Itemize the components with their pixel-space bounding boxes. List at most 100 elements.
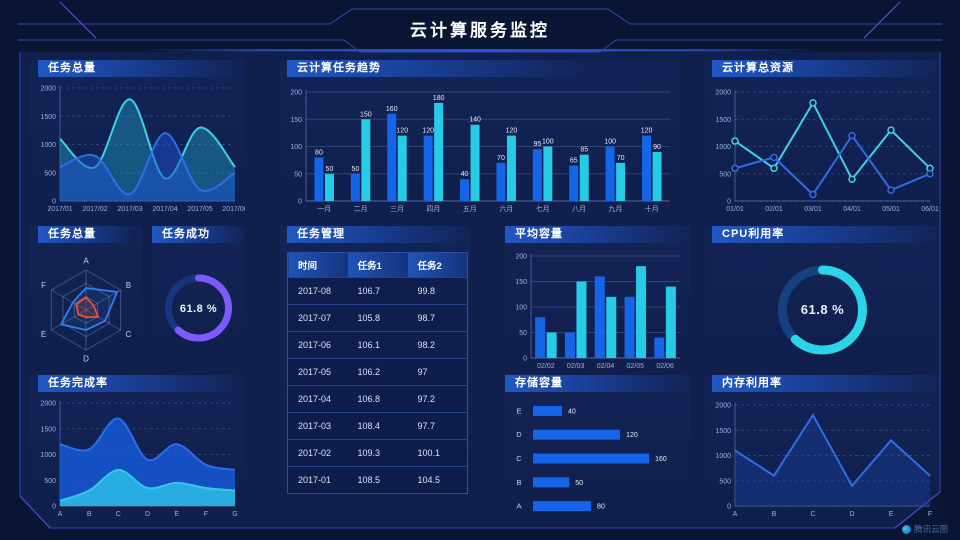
svg-text:1000: 1000 [40, 452, 56, 459]
panel-title: 云计算任务趋势 [287, 60, 587, 77]
panel-title: 任务管理 [287, 226, 467, 243]
svg-text:C: C [126, 330, 132, 339]
chart-canvas: 0 500 1000 1500 2000 A B C D E F [715, 403, 932, 519]
panel-task-total: 任务总量 0 500 1000 1500 2000 2017/01 2017/02 2017/… [30, 60, 248, 215]
chart-canvas: 0 500 1000 1500 2000 A B C D E F G [40, 401, 237, 519]
table-row: 2017-02 109.3 100.1 [287, 439, 468, 467]
svg-text:八月: 八月 [572, 205, 586, 213]
task-radar-chart: A B C D E F [30, 246, 142, 372]
svg-text:0: 0 [298, 199, 302, 206]
svg-text:90: 90 [653, 144, 661, 151]
panel-cpu-usage: CPU利用率 61.8 % [705, 226, 940, 372]
svg-text:50: 50 [351, 166, 359, 173]
chart-canvas: 0 50 100 150 200 一月 二月 三月 四月 五月 六月 七月 八月 九月 十月 80 50 160 1… [290, 90, 670, 213]
svg-text:六月: 六月 [499, 204, 513, 213]
table-cell: 97.2 [407, 385, 468, 413]
svg-text:G: G [232, 511, 237, 518]
table-row: 2017-01 108.5 104.5 [287, 466, 468, 494]
table-cell: 106.2 [347, 358, 408, 386]
svg-text:180: 180 [433, 95, 445, 102]
table-row: 2017-04 106.8 97.2 [287, 385, 468, 413]
svg-text:50: 50 [294, 171, 302, 178]
svg-text:160: 160 [386, 106, 398, 113]
svg-text:D: D [516, 430, 522, 439]
svg-text:02/03: 02/03 [567, 363, 585, 370]
table-cell: 2017-08 [287, 277, 348, 305]
svg-text:五月: 五月 [463, 205, 477, 213]
svg-text:120: 120 [506, 128, 518, 135]
svg-text:0: 0 [727, 504, 731, 511]
svg-text:200: 200 [515, 254, 527, 261]
svg-text:02/02: 02/02 [537, 363, 555, 370]
task-table: 时间 任务1 任务2 2017-08 106.7 99.8 2017-07 105.8 98.… [287, 252, 468, 494]
svg-text:2000: 2000 [715, 403, 731, 410]
svg-text:0: 0 [52, 199, 56, 206]
svg-text:160: 160 [655, 456, 667, 463]
svg-text:120: 120 [422, 128, 434, 135]
table-cell: 106.7 [347, 277, 408, 305]
chart-canvas: E 40 D 120 C 160 B 50 A 80 [516, 405, 667, 512]
panel-memory-usage: 内存利用率 0 500 1000 1500 2000 A B C D E F [705, 375, 940, 520]
panel-title: CPU利用率 [712, 226, 940, 243]
svg-text:B: B [772, 511, 777, 518]
svg-text:95: 95 [533, 141, 541, 148]
svg-text:200: 200 [290, 90, 302, 97]
table-header-row: 时间 任务1 任务2 [287, 252, 468, 278]
svg-text:七月: 七月 [536, 204, 550, 213]
chart-canvas: 61.8 % [165, 274, 232, 342]
svg-text:65: 65 [570, 158, 578, 165]
svg-text:A: A [83, 257, 89, 266]
svg-text:B: B [126, 281, 131, 290]
task-trend-chart: 0 50 100 150 200 一月 二月 三月 四月 五月 六月 七月 八月 九月 十月 80 50 160 1… [280, 84, 680, 215]
svg-text:50: 50 [326, 166, 334, 173]
table-cell: 99.8 [407, 277, 468, 305]
chart-canvas: 0 50 100 150 200 02/02 02/03 02/04 02/05 02/06 [515, 254, 680, 370]
table-cell: 108.4 [347, 412, 408, 440]
svg-text:F: F [204, 511, 208, 518]
task-total-trend-chart: 0 500 1000 1500 2000 2017/01 2017/02 2017/03 201… [30, 80, 247, 215]
table-row: 2017-06 106.1 98.2 [287, 331, 468, 359]
svg-text:150: 150 [515, 279, 527, 286]
svg-text:05/01: 05/01 [882, 206, 900, 213]
panel-title: 任务完成率 [38, 375, 238, 392]
svg-text:2000: 2000 [40, 401, 56, 408]
table-header-cell: 时间 [287, 252, 348, 278]
svg-text:A: A [516, 502, 521, 511]
svg-text:A: A [733, 511, 738, 518]
svg-text:1500: 1500 [715, 117, 731, 124]
svg-text:D: D [83, 355, 89, 364]
svg-text:E: E [174, 511, 179, 518]
table-cell: 98.7 [407, 304, 468, 332]
panel-title: 内存利用率 [712, 375, 940, 392]
page-title: 云计算服务监控 [410, 21, 550, 40]
table-cell: 97.7 [407, 412, 468, 440]
svg-text:C: C [116, 511, 121, 518]
svg-text:120: 120 [626, 432, 638, 439]
panel-task-trend: 云计算任务趋势 0 50 100 150 200 一月 二月 三月 四月 五月 六月 七月 八月 九月 十月… [280, 60, 680, 215]
svg-text:70: 70 [617, 155, 625, 162]
table-cell: 2017-05 [287, 358, 348, 386]
svg-text:1000: 1000 [40, 142, 56, 149]
svg-text:D: D [849, 511, 854, 518]
chart-canvas: 0 500 1000 1500 2000 2017/01 2017/02 2017/03 201… [40, 86, 247, 214]
panel-storage: 存储容量 E 40 D 120 C 160 B 50 A 80 [505, 375, 690, 520]
svg-text:150: 150 [360, 111, 372, 118]
panel-avg-capacity: 平均容量 0 50 100 150 200 02/02 02/03 02/04 02/05 02/… [505, 226, 690, 372]
panel-title: 存储容量 [505, 375, 690, 392]
panel-title: 任务总量 [38, 60, 238, 77]
svg-text:03/01: 03/01 [804, 206, 822, 213]
svg-text:B: B [516, 478, 521, 487]
svg-text:十月: 十月 [645, 204, 659, 213]
svg-text:2017/04: 2017/04 [152, 206, 177, 213]
svg-text:2000: 2000 [715, 90, 731, 97]
panel-title: 任务总量 [38, 226, 134, 243]
table-header-cell: 任务1 [347, 252, 408, 278]
completion-rate-chart: 0 500 1000 1500 2000 A B C D E F G [30, 395, 245, 520]
panel-task-table: 任务管理 时间 任务1 任务2 2017-08 106.7 99.8 2017-07 105… [280, 226, 470, 516]
svg-text:2017/06: 2017/06 [222, 206, 245, 213]
table-cell: 98.2 [407, 331, 468, 359]
table-cell: 2017-06 [287, 331, 348, 359]
svg-text:0: 0 [523, 356, 527, 363]
svg-text:0: 0 [52, 504, 56, 511]
